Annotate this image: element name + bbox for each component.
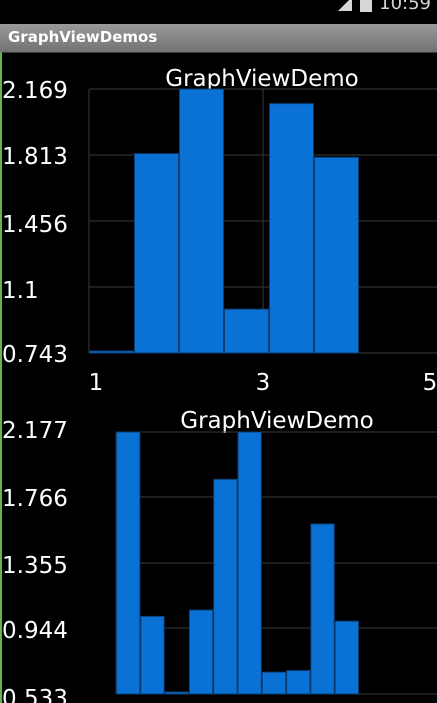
y-tick-label: 1.813: [2, 144, 68, 170]
bar: [334, 620, 360, 695]
y-tick-label: 1.1: [2, 278, 39, 304]
y-tick-label: 2.169: [2, 78, 68, 104]
y-tick-label: 0.743: [2, 342, 68, 368]
bar: [134, 153, 179, 354]
y-tick-label: 2.177: [2, 418, 68, 444]
bar-graph-1: GraphViewDemo 2.169 1.813 1.456 1.1 0.743 1 3 5: [0, 52, 437, 397]
battery-icon: [360, 0, 373, 12]
y-tick-label: 1.766: [2, 486, 68, 512]
bar: [261, 671, 287, 695]
y-tick-label: 1.456: [2, 212, 68, 238]
bar: [164, 691, 189, 695]
x-tick-label: 1: [89, 370, 104, 396]
bar-graph-1-svg: GraphViewDemo 2.169 1.813 1.456 1.1 0.743 1 3 5: [2, 66, 437, 396]
title-bar: GraphViewDemos: [0, 24, 437, 53]
chart-title: GraphViewDemo: [180, 408, 373, 434]
window-edge: [0, 52, 2, 703]
bar: [213, 478, 238, 695]
x-tick-label: 3: [256, 370, 271, 396]
chart-title: GraphViewDemo: [165, 66, 358, 92]
signal-icon: [338, 0, 353, 11]
bar: [269, 103, 314, 354]
y-tick-label: 0.533: [2, 686, 68, 703]
status-bar: 10:59: [0, 0, 437, 24]
y-tick-label: 0.944: [2, 618, 68, 644]
bar: [314, 156, 359, 354]
bar-graph-2: GraphViewDemo 2.177 1.766 1.355 0.944 0.533: [0, 398, 437, 703]
bar: [286, 670, 311, 695]
chart-marks: [88, 88, 437, 354]
bar: [89, 350, 134, 354]
bar: [116, 431, 141, 695]
status-icons: 10:59: [337, 0, 431, 14]
x-tick-label: 5: [423, 370, 437, 396]
app-title: GraphViewDemos: [8, 28, 158, 46]
y-tick-label: 1.355: [2, 553, 68, 579]
chart-marks: [115, 431, 437, 695]
status-time: 10:59: [379, 0, 431, 14]
bar: [310, 523, 335, 695]
bar-graph-2-svg: GraphViewDemo 2.177 1.766 1.355 0.944 0.533: [2, 408, 437, 703]
bar: [140, 615, 165, 695]
bar: [224, 308, 269, 354]
bar: [179, 88, 224, 354]
bar: [188, 609, 214, 695]
bar: [237, 431, 262, 695]
